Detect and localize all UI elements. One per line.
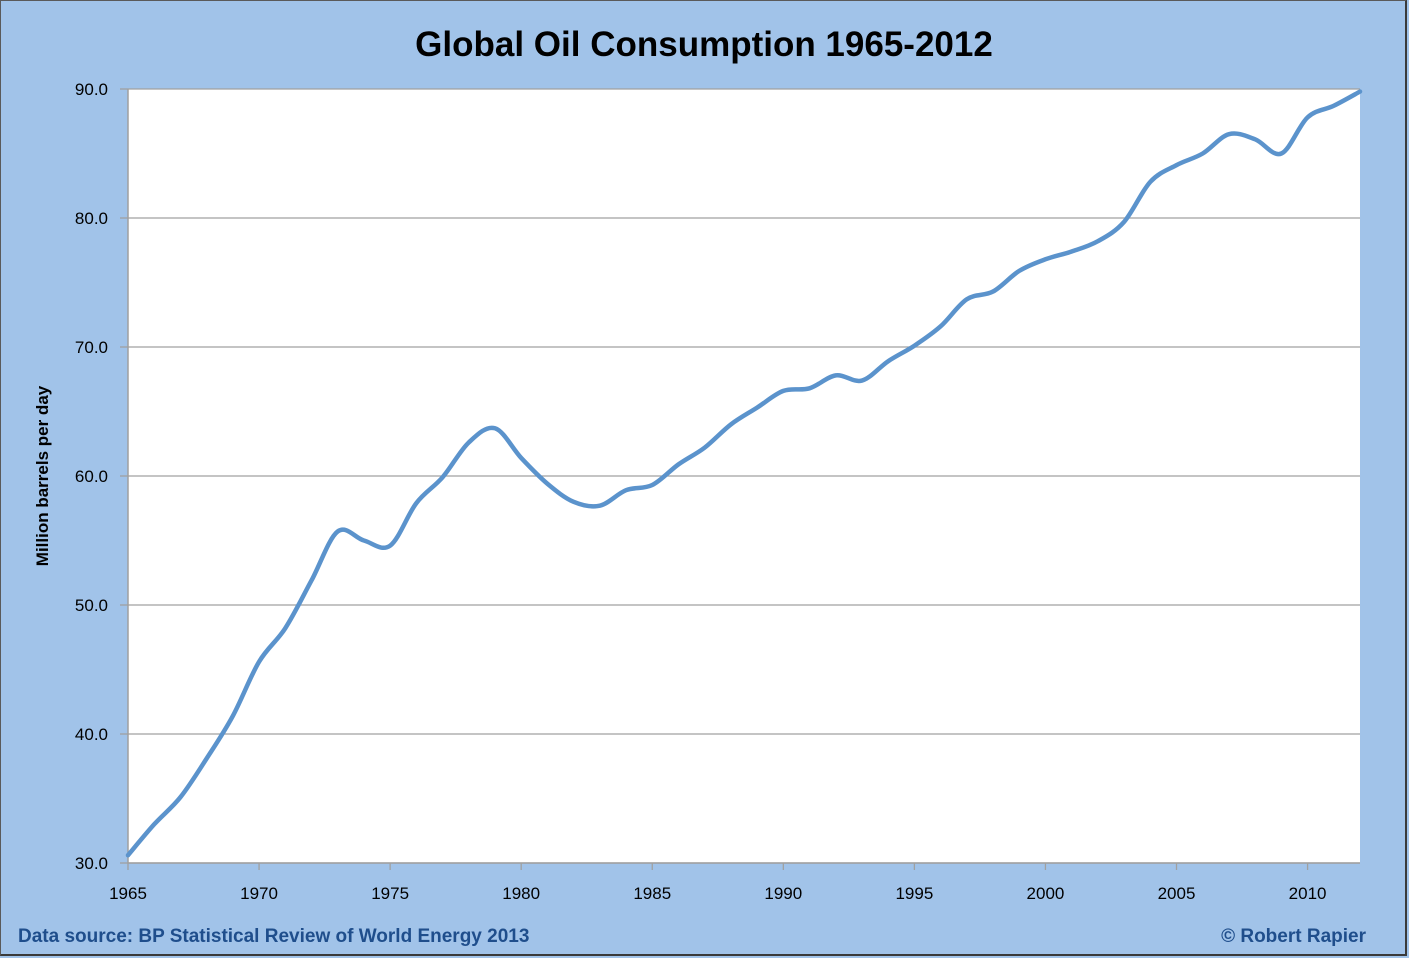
x-tick-label: 2010 (1289, 884, 1327, 903)
y-tick-label: 50.0 (75, 596, 108, 615)
y-axis-label: Million barrels per day (33, 385, 52, 566)
data-point-1981 (545, 482, 549, 486)
data-point-1986 (676, 462, 680, 466)
y-axis: 30.0 40.0 50.0 60.0 70.0 80.0 90.0 (75, 80, 129, 873)
data-point-2007 (1227, 132, 1231, 136)
copyright-credit: © Robert Rapier (1221, 926, 1367, 947)
data-point-1976 (414, 501, 418, 505)
data-point-2008 (1253, 137, 1257, 141)
data-point-1982 (572, 500, 576, 504)
data-point-2001 (1070, 250, 1074, 254)
data-point-1990 (781, 389, 785, 393)
data-point-1992 (834, 373, 838, 377)
series-line-0 (125, 89, 1363, 858)
data-point-2006 (1201, 152, 1205, 156)
data-point-1985 (650, 483, 654, 487)
data-point-1971 (283, 626, 287, 630)
x-tick-label: 2005 (1158, 884, 1196, 903)
data-point-1979 (493, 426, 497, 430)
data-point-2004 (1148, 180, 1152, 184)
data-point-1965 (126, 853, 130, 857)
data-point-1970 (257, 660, 261, 664)
chart-title: Global Oil Consumption 1965-2012 (415, 25, 993, 64)
data-point-1980 (519, 456, 523, 460)
y-tick-label: 80.0 (75, 209, 108, 228)
data-point-2011 (1332, 104, 1336, 108)
data-point-1987 (703, 446, 707, 450)
x-tick-label: 1970 (240, 884, 278, 903)
data-point-2003 (1122, 220, 1126, 224)
y-tick-label: 70.0 (75, 338, 108, 357)
x-tick-label: 1985 (633, 884, 671, 903)
y-tick-label: 90.0 (75, 80, 108, 99)
data-point-1993 (860, 379, 864, 383)
data-point-1974 (362, 539, 366, 543)
data-point-1967 (178, 795, 182, 799)
data-point-1991 (808, 386, 812, 390)
data-point-1977 (441, 475, 445, 479)
y-tick-label: 40.0 (75, 725, 108, 744)
x-tick-label: 2000 (1027, 884, 1065, 903)
data-source-note: Data source: BP Statistical Review of Wo… (18, 926, 529, 947)
data-point-1978 (467, 440, 471, 444)
data-point-1997 (965, 297, 969, 301)
data-point-1983 (598, 504, 602, 508)
data-point-2005 (1175, 163, 1179, 167)
data-point-2000 (1043, 257, 1047, 261)
data-point-1973 (336, 529, 340, 533)
x-tick-label: 1965 (109, 884, 147, 903)
data-point-2009 (1279, 152, 1283, 156)
x-axis: 1965 1970 1975 1980 1985 1990 1995 2000 2005 2010 (109, 862, 1360, 903)
data-point-1994 (886, 359, 890, 363)
data-point-2010 (1306, 115, 1310, 119)
data-point-1988 (729, 422, 733, 426)
x-tick-label: 1975 (371, 884, 409, 903)
x-tick-label: 1980 (502, 884, 540, 903)
y-tick-label: 60.0 (75, 467, 108, 486)
y-tick-label: 30.0 (75, 854, 108, 873)
data-point-2012 (1358, 90, 1362, 94)
data-point-1969 (231, 714, 235, 718)
data-point-1975 (388, 544, 392, 548)
data-point-1999 (1017, 269, 1021, 273)
data-point-1996 (939, 324, 943, 328)
data-point-2002 (1096, 239, 1100, 243)
x-tick-label: 1990 (764, 884, 802, 903)
data-point-1966 (152, 822, 156, 826)
x-tick-label: 1995 (895, 884, 933, 903)
data-point-1984 (624, 488, 628, 492)
data-point-1968 (205, 757, 209, 761)
data-point-1998 (991, 290, 995, 294)
data-point-1989 (755, 406, 759, 410)
series-group (125, 89, 1363, 858)
data-point-1972 (309, 578, 313, 582)
data-point-1995 (912, 344, 916, 348)
